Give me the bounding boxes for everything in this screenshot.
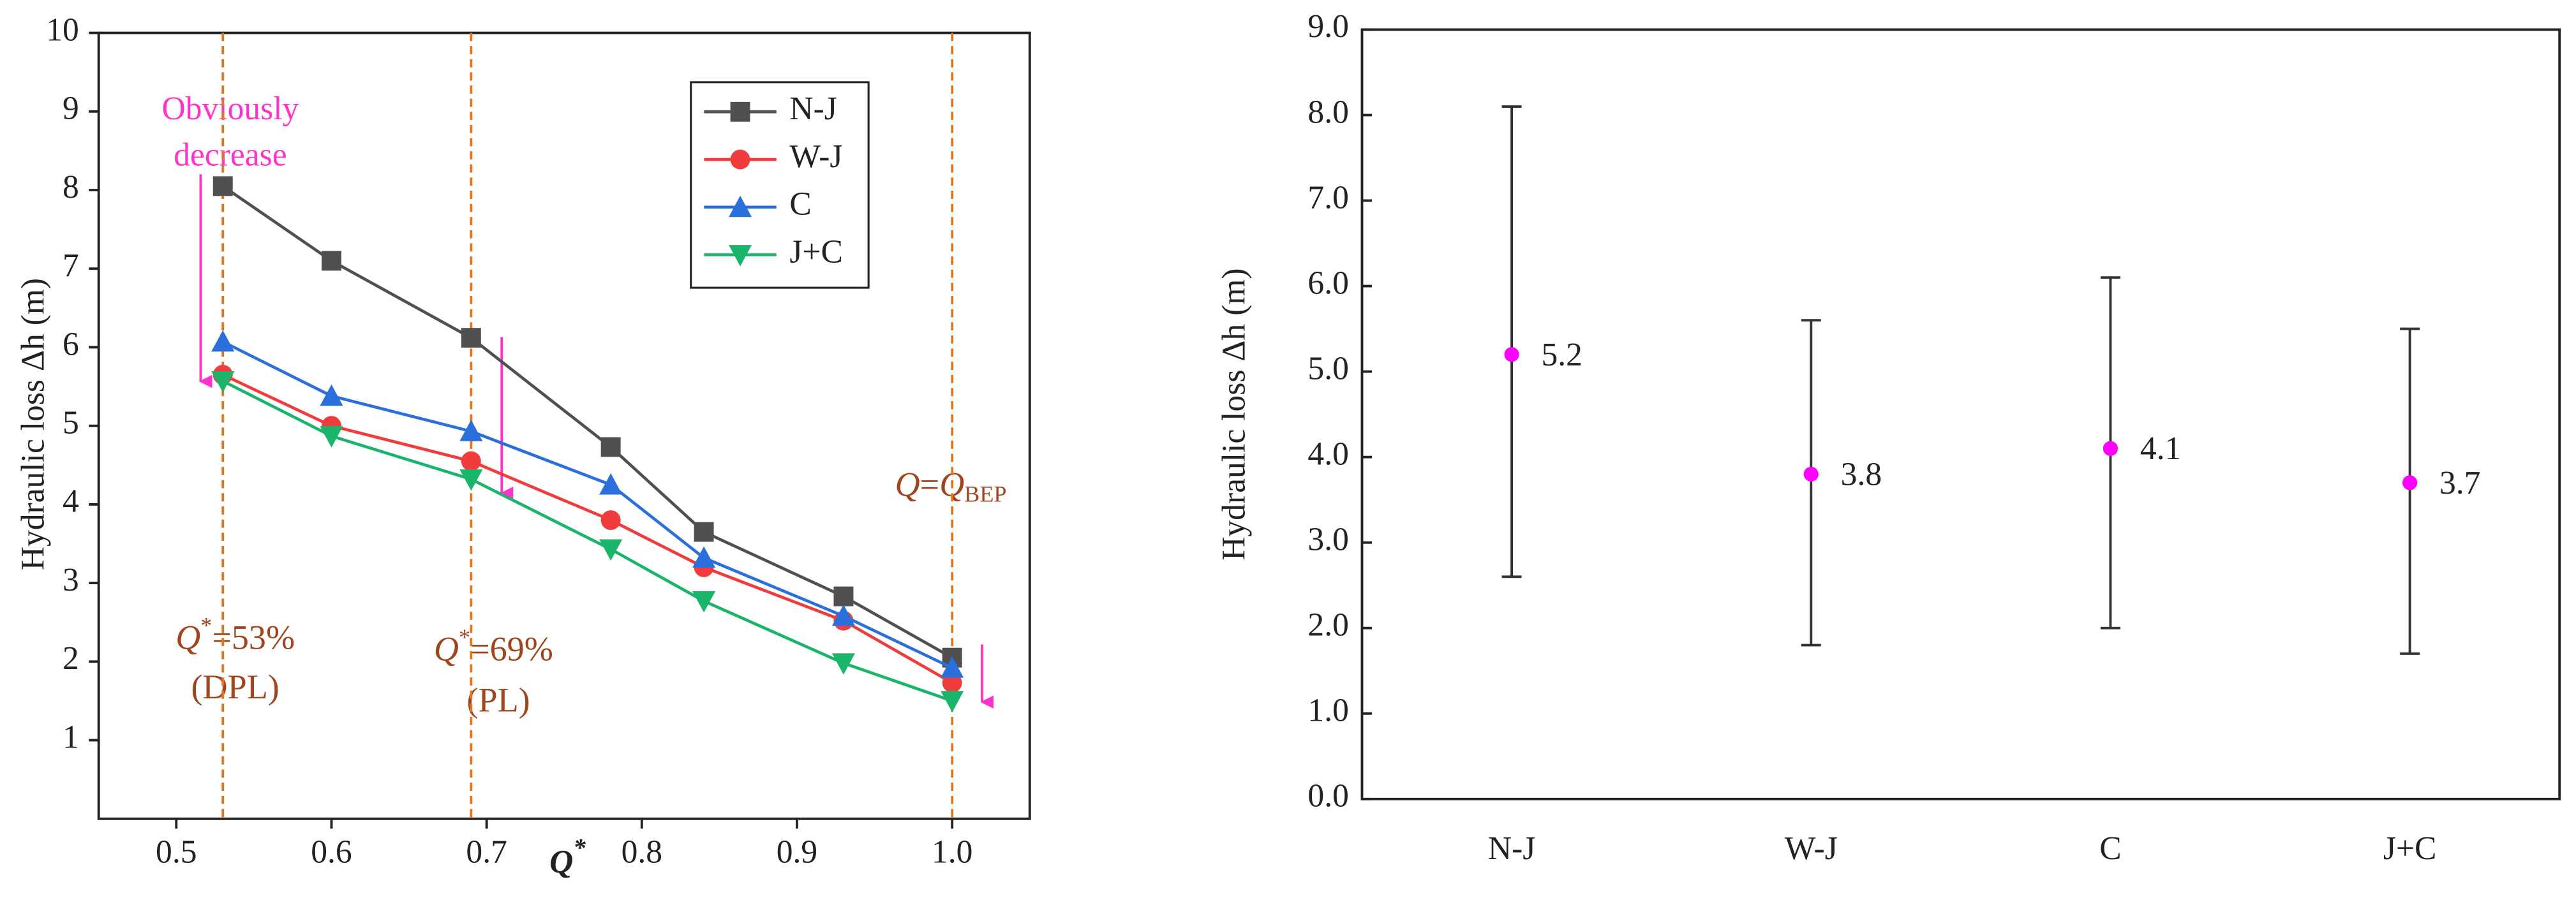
y-tick-label: 10: [46, 11, 79, 48]
marker: [831, 604, 855, 626]
annotation: decrease: [174, 136, 287, 173]
y-tick-label: 0.0: [1307, 778, 1348, 814]
marker: [599, 473, 623, 495]
marker: [941, 691, 964, 712]
marker: [212, 176, 233, 196]
x-tick-label: 0.9: [777, 834, 817, 870]
marker: [692, 546, 716, 568]
x-tick-label: W-J: [1785, 830, 1838, 867]
y-tick-label: 5.0: [1307, 350, 1348, 386]
marker: [321, 251, 341, 271]
y-tick-label: 4.0: [1307, 436, 1348, 472]
marker: [941, 656, 964, 678]
y-tick-label: 6.0: [1307, 265, 1348, 301]
x-tick-label: 0.5: [156, 834, 197, 870]
marker: [942, 673, 962, 693]
marker: [692, 591, 716, 613]
y-tick-label: 4: [63, 483, 79, 520]
marker: [320, 384, 343, 406]
marker: [461, 451, 481, 471]
x-tick-label: 0.8: [622, 834, 662, 870]
plot-frame: [1360, 28, 2561, 800]
marker: [599, 539, 623, 561]
x-tick-label: 0.7: [466, 834, 507, 870]
x-tick-label: C: [2099, 830, 2121, 867]
marker: [831, 653, 855, 675]
marker: [694, 522, 714, 542]
x-tick-label: J+C: [2383, 830, 2437, 867]
annotation: Q*=69%: [434, 624, 553, 668]
marker: [730, 149, 750, 170]
annotation: (PL): [467, 681, 530, 719]
value-label: 3.7: [2439, 465, 2480, 501]
y-tick-label: 1: [63, 719, 79, 755]
marker: [459, 469, 483, 491]
annotation: Q*=53%: [175, 613, 295, 657]
y-tick-label: 2: [63, 640, 79, 677]
y-tick-label: 2.0: [1307, 607, 1348, 644]
marker: [729, 245, 752, 267]
marker: [211, 330, 235, 352]
point: [1504, 347, 1519, 362]
y-tick-label: 9.0: [1307, 8, 1348, 45]
marker: [211, 371, 235, 393]
y-tick-label: 7: [63, 247, 79, 284]
y-tick-label: 9: [63, 91, 79, 127]
marker: [729, 195, 752, 217]
value-label: 5.2: [1541, 337, 1582, 373]
y-axis-label: Hydraulic loss Δh (m): [15, 278, 52, 570]
legend-label: J+C: [789, 233, 843, 270]
y-tick-label: 5: [63, 405, 79, 441]
point: [1803, 466, 1819, 482]
x-tick-label: 0.6: [311, 834, 352, 870]
legend-label: N-J: [789, 91, 837, 127]
annotation: Obviously: [162, 91, 299, 127]
annotation: (DPL): [191, 668, 279, 706]
point: [2103, 441, 2118, 456]
value-label: 4.1: [2140, 430, 2181, 467]
y-axis-label: Hydraulic loss Δh (m): [1216, 268, 1252, 560]
annotation: Q=QBEP: [895, 466, 1007, 507]
y-tick-label: 7.0: [1307, 179, 1348, 216]
legend-label: W-J: [789, 138, 842, 175]
legend-label: C: [789, 186, 811, 223]
x-tick-label: N-J: [1488, 830, 1535, 867]
y-tick-label: 8: [63, 169, 79, 205]
y-tick-label: 8.0: [1307, 94, 1348, 130]
marker: [461, 328, 481, 348]
y-tick-label: 3.0: [1307, 522, 1348, 558]
value-label: 3.8: [1841, 456, 1882, 492]
marker: [320, 426, 343, 448]
y-tick-label: 3: [63, 562, 79, 598]
marker: [600, 510, 621, 531]
marker: [833, 586, 854, 607]
x-axis-label: Q*: [549, 835, 586, 880]
y-tick-label: 6: [63, 326, 79, 362]
y-tick-label: 1.0: [1307, 693, 1348, 729]
marker: [600, 437, 621, 457]
marker: [459, 420, 483, 441]
point: [2402, 475, 2418, 490]
marker: [730, 101, 750, 122]
x-tick-label: 1.0: [932, 834, 972, 870]
